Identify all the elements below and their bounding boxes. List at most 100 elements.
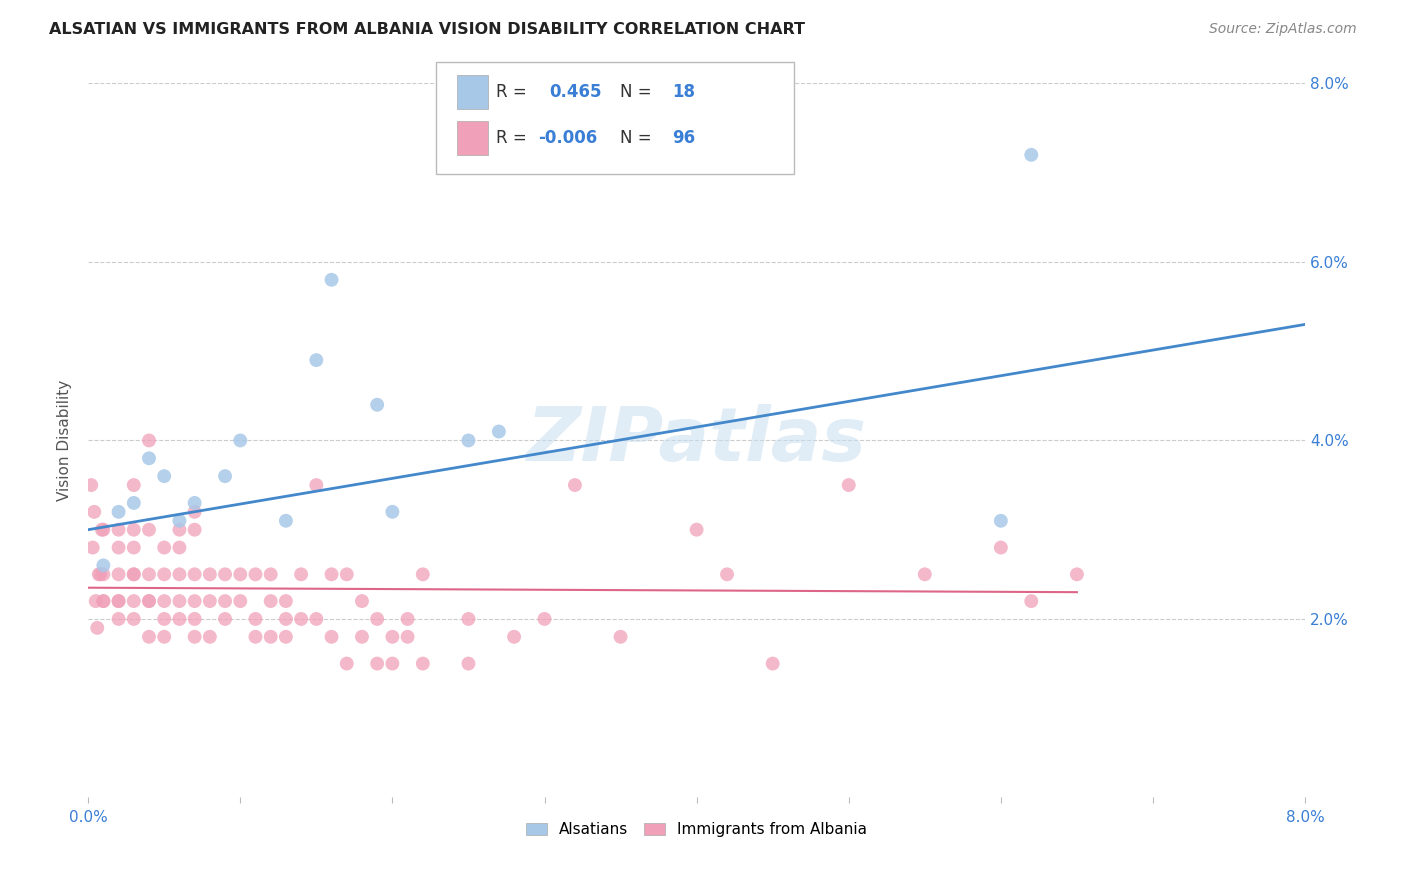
Point [533,612,555,626]
Point [457,612,479,626]
Text: Source: ZipAtlas.com: Source: ZipAtlas.com [1209,22,1357,37]
Point [245,612,267,626]
Point [1019,148,1042,162]
Point [274,594,297,608]
Point [183,612,205,626]
Point [107,505,129,519]
Point [84,594,107,608]
Point [107,594,129,608]
Point [396,612,419,626]
Point [153,541,176,555]
Point [93,558,115,573]
Point [564,478,586,492]
Point [138,434,160,448]
Point [457,657,479,671]
Point [122,567,145,582]
Point [381,630,404,644]
Point [229,567,252,582]
Point [169,541,191,555]
Point [381,505,404,519]
Point [107,594,129,608]
Point [245,567,267,582]
Point [183,594,205,608]
Text: ZIPatlas: ZIPatlas [527,404,866,477]
Point [260,567,283,582]
Text: N =: N = [620,129,657,147]
Point [716,567,738,582]
Point [122,612,145,626]
Point [412,567,434,582]
Point [321,273,343,287]
Point [82,541,104,555]
Point [229,434,252,448]
Point [183,630,205,644]
Point [214,594,236,608]
Point [86,621,108,635]
Point [685,523,707,537]
Legend: Alsatians, Immigrants from Albania: Alsatians, Immigrants from Albania [520,816,873,843]
Point [1066,567,1088,582]
Text: 96: 96 [672,129,695,147]
Point [93,594,115,608]
Point [183,567,205,582]
Point [305,612,328,626]
Point [229,594,252,608]
Point [122,496,145,510]
Point [503,630,526,644]
Text: R =: R = [496,129,533,147]
Y-axis label: Vision Disability: Vision Disability [58,380,72,501]
Point [138,594,160,608]
Point [138,594,160,608]
Point [245,630,267,644]
Point [290,612,312,626]
Point [274,630,297,644]
Point [838,478,860,492]
Point [274,612,297,626]
Text: -0.006: -0.006 [538,129,598,147]
Point [609,630,631,644]
Point [93,594,115,608]
Text: N =: N = [620,83,657,101]
Point [198,630,221,644]
Point [457,434,479,448]
Point [198,567,221,582]
Point [87,567,110,582]
Point [169,514,191,528]
Point [183,505,205,519]
Point [366,612,388,626]
Point [321,630,343,644]
Point [153,469,176,483]
Point [153,594,176,608]
Point [412,657,434,671]
Point [762,657,785,671]
Point [990,541,1012,555]
Point [290,567,312,582]
Point [214,612,236,626]
Point [350,594,373,608]
Point [122,523,145,537]
Point [153,567,176,582]
Point [396,630,419,644]
Text: 18: 18 [672,83,695,101]
Point [305,353,328,368]
Point [122,567,145,582]
Point [83,505,105,519]
Point [169,523,191,537]
Point [488,425,510,439]
Point [1019,594,1042,608]
Point [381,657,404,671]
Point [169,567,191,582]
Point [274,514,297,528]
Point [914,567,936,582]
Point [305,478,328,492]
Text: R =: R = [496,83,533,101]
Point [153,630,176,644]
Point [107,567,129,582]
Point [183,496,205,510]
Text: ALSATIAN VS IMMIGRANTS FROM ALBANIA VISION DISABILITY CORRELATION CHART: ALSATIAN VS IMMIGRANTS FROM ALBANIA VISI… [49,22,806,37]
Text: 0.465: 0.465 [550,83,602,101]
Point [366,398,388,412]
Point [138,451,160,466]
Point [138,567,160,582]
Point [169,612,191,626]
